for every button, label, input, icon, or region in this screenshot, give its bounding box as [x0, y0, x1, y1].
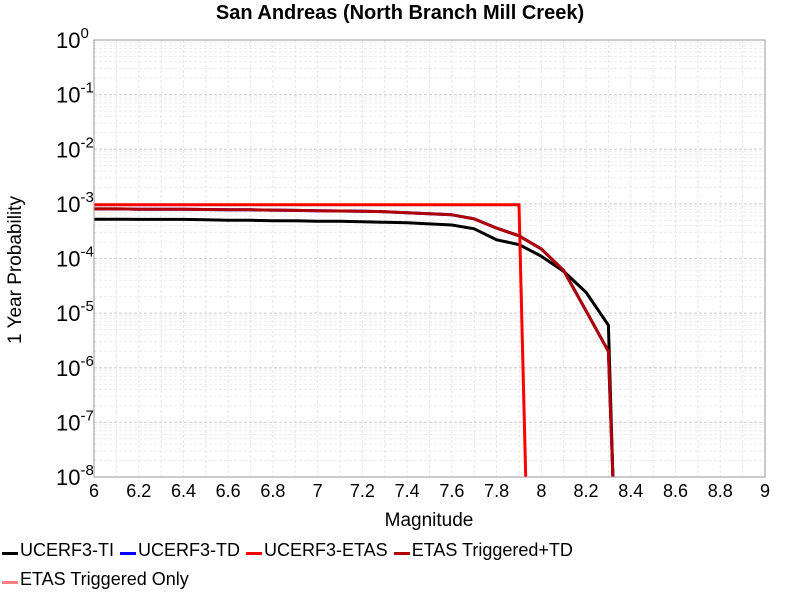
legend-item: ETAS Triggered Only — [0, 569, 189, 590]
legend-swatch — [120, 552, 136, 555]
x-tick-labels: 6 6.2 6.4 6.6 6.8 7 7.2 7.4 7.6 7.8 8 8.2 8.4 8.6 8.8 9 — [89, 481, 770, 501]
x-tick-label: 8 — [536, 481, 546, 501]
y-tick-label: 10-8 — [56, 462, 94, 490]
x-tick-label: 6.8 — [260, 481, 285, 501]
legend-label: ETAS Triggered Only — [20, 569, 189, 589]
x-tick-label: 6.6 — [216, 481, 241, 501]
series-line-ucerf3-etas — [94, 203, 528, 478]
legend-swatch — [2, 552, 18, 555]
legend-label: UCERF3-TI — [20, 540, 114, 560]
plot-frame — [93, 39, 766, 478]
x-tick-label: 7.8 — [484, 481, 509, 501]
y-tick-label: 100 — [56, 25, 89, 53]
y-tick-label: 10-7 — [56, 407, 94, 435]
x-tick-label: 7 — [313, 481, 323, 501]
x-tick-label: 6 — [89, 481, 99, 501]
legend-row: ETAS Triggered Only — [0, 565, 800, 594]
series-layer — [94, 203, 615, 478]
x-tick-label: 8.6 — [663, 481, 688, 501]
x-tick-label: 8.2 — [574, 481, 599, 501]
legend-swatch — [393, 552, 410, 555]
legend: UCERF3-TI UCERF3-TD UCERF3-ETAS ETAS Trigge… — [0, 536, 800, 594]
y-tick-label: 10-5 — [56, 298, 94, 326]
legend-row: UCERF3-TI UCERF3-TD UCERF3-ETAS ETAS Trigge… — [0, 536, 800, 565]
y-axis-label: 1 Year Probability — [5, 196, 26, 344]
y-tick-label: 10-4 — [56, 244, 94, 272]
x-tick-label: 8.8 — [708, 481, 733, 501]
series-line-ucerf3-td — [94, 207, 615, 478]
y-tick-label: 10-6 — [56, 353, 94, 381]
legend-swatch — [2, 581, 18, 584]
legend-item: UCERF3-TI — [0, 540, 114, 561]
x-tick-label: 9 — [760, 481, 770, 501]
x-tick-label: 8.4 — [618, 481, 643, 501]
legend-item: ETAS Triggered+TD — [392, 540, 573, 561]
y-tick-label: 10-2 — [56, 134, 94, 162]
x-tick-label: 6.4 — [171, 481, 196, 501]
grid — [93, 39, 766, 478]
legend-item: UCERF3-TD — [118, 540, 240, 561]
y-tick-labels: 100 10-1 10-2 10-3 10-4 10-5 10-6 10-7 10-8 — [56, 25, 94, 490]
x-tick-label: 6.2 — [126, 481, 151, 501]
x-tick-label: 7.6 — [439, 481, 464, 501]
series-line-etas-triggered-td — [94, 207, 615, 478]
x-axis-label: Magnitude — [385, 510, 474, 531]
legend-swatch — [246, 552, 262, 555]
legend-item: UCERF3-ETAS — [244, 540, 388, 561]
x-tick-label: 7.2 — [350, 481, 375, 501]
legend-label: ETAS Triggered+TD — [411, 540, 573, 560]
chart-title: San Andreas (North Branch Mill Creek) — [216, 2, 584, 24]
legend-label: UCERF3-ETAS — [264, 540, 388, 560]
y-tick-label: 10-1 — [56, 80, 94, 108]
y-tick-label: 10-3 — [56, 189, 94, 217]
x-tick-label: 7.4 — [395, 481, 420, 501]
legend-label: UCERF3-TD — [138, 540, 240, 560]
series-line-ucerf3-ti — [94, 217, 615, 478]
